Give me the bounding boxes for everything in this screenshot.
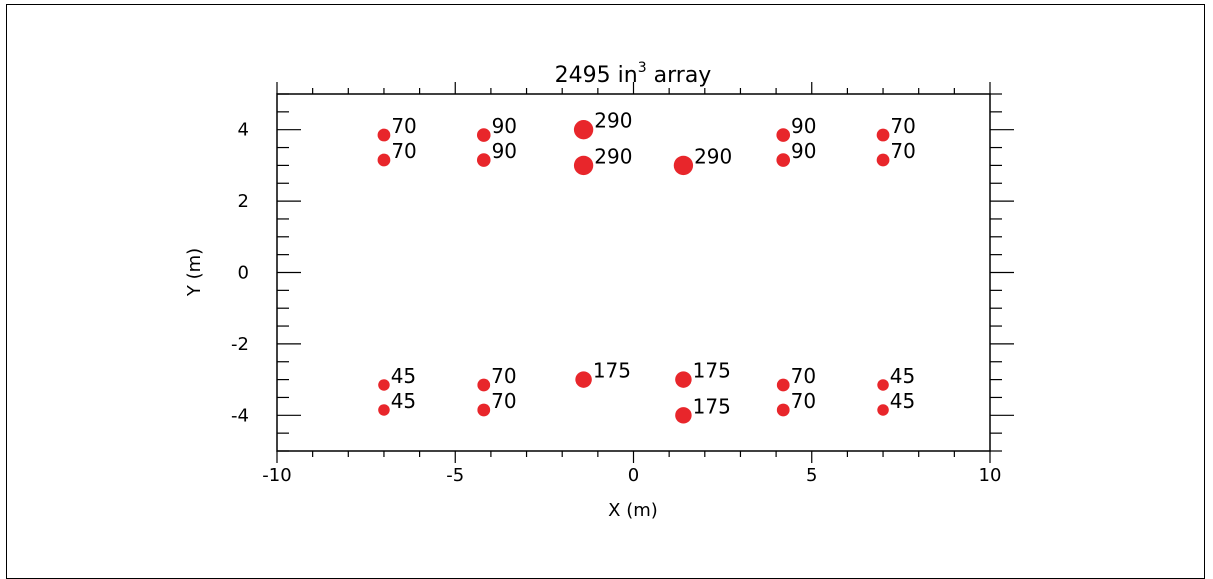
data-point xyxy=(573,120,594,140)
data-point xyxy=(477,378,491,392)
data-point xyxy=(675,407,692,424)
scatter-chart: 2495 in3 array X (m) Y (m) -10 -5 0 5 10 -4 -2… xyxy=(184,60,1014,521)
data-label: 70 xyxy=(391,139,416,163)
x-tick-label: -10 xyxy=(262,465,291,486)
data-point xyxy=(675,371,692,388)
data-label: 290 xyxy=(694,144,732,168)
data-label: 70 xyxy=(391,114,416,138)
data-point xyxy=(575,371,592,388)
data-point xyxy=(776,403,790,417)
data-point xyxy=(378,379,390,391)
data-point xyxy=(876,153,890,167)
data-label: 70 xyxy=(890,114,915,138)
data-label: 45 xyxy=(890,389,915,413)
y-tick-label: 0 xyxy=(238,263,249,284)
data-label: 45 xyxy=(890,364,915,388)
data-label: 70 xyxy=(890,139,915,163)
x-tick-label: 5 xyxy=(806,465,817,486)
y-tick-label: 4 xyxy=(238,120,249,141)
figure-frame xyxy=(6,4,1205,579)
data-point xyxy=(776,153,791,167)
x-tick-label: 10 xyxy=(979,465,1002,486)
data-label: 175 xyxy=(693,359,731,383)
chart-title-superscript: 3 xyxy=(638,60,647,76)
data-label: 90 xyxy=(492,114,517,138)
data-point xyxy=(876,128,890,142)
data-point xyxy=(877,379,889,391)
data-label: 175 xyxy=(693,394,731,418)
data-point xyxy=(377,153,391,167)
data-label: 90 xyxy=(791,139,816,163)
data-label: 290 xyxy=(594,144,632,168)
data-point xyxy=(377,128,391,142)
data-label: 175 xyxy=(593,359,631,383)
data-label: 90 xyxy=(791,114,816,138)
data-label: 70 xyxy=(791,364,816,388)
y-tick-label: -4 xyxy=(231,405,249,426)
data-point xyxy=(476,153,491,167)
plot-area-border xyxy=(276,93,991,452)
data-point xyxy=(776,378,790,392)
data-point xyxy=(877,404,889,416)
chart-title: 2495 in3 array xyxy=(555,60,712,88)
data-label: 45 xyxy=(391,364,416,388)
x-axis-label: X (m) xyxy=(608,500,658,521)
data-point xyxy=(573,155,594,176)
y-tick-label: -2 xyxy=(231,334,249,355)
x-tick-label: -5 xyxy=(446,465,464,486)
y-tick-label: 2 xyxy=(238,191,249,212)
y-axis-label: Y (m) xyxy=(184,248,205,297)
data-label: 45 xyxy=(391,389,416,413)
x-tick-label: 0 xyxy=(628,465,639,486)
data-label: 70 xyxy=(491,364,516,388)
data-point xyxy=(378,404,390,416)
data-point xyxy=(776,128,791,142)
data-label: 290 xyxy=(594,109,632,133)
data-label: 70 xyxy=(491,389,516,413)
data-point xyxy=(477,403,491,417)
data-label: 90 xyxy=(492,139,517,163)
data-point xyxy=(476,128,491,142)
data-label: 70 xyxy=(791,389,816,413)
data-point xyxy=(673,155,694,176)
